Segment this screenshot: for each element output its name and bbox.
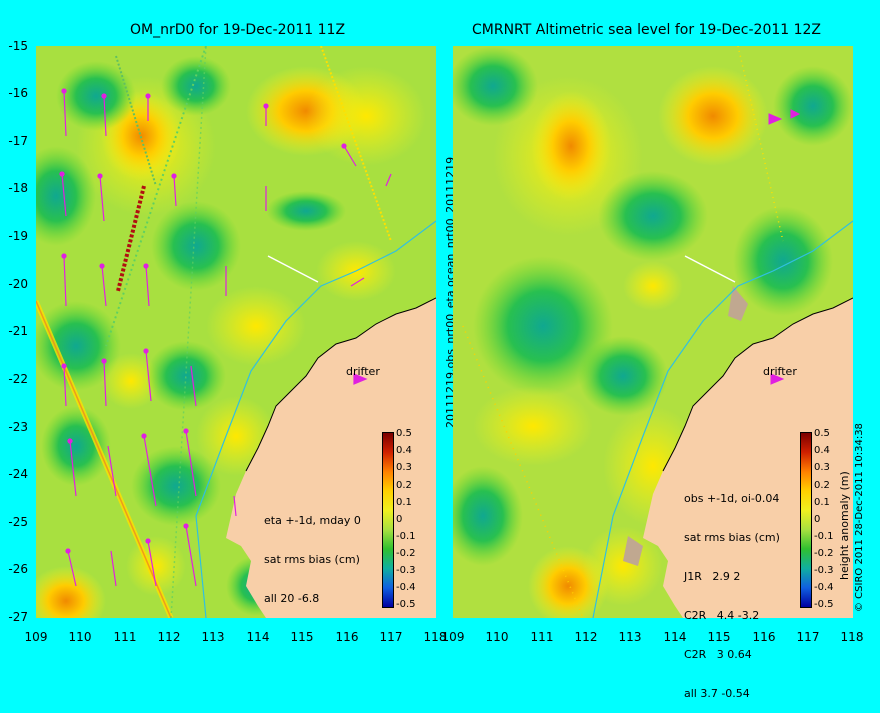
x-tick: 111 [530,630,554,644]
x-tick: 118 [840,630,864,644]
y-tick: -21 [8,324,28,338]
info-line: J1R 2.9 2 [684,570,741,583]
right-info-box: obs +-1d, oi-0.04 sat rms bias (cm) J1R … [684,466,780,713]
copyright-label: © CSIRO 2011 28-Dec-2011 10:34:38 [854,423,865,612]
cbar-tick: 0.4 [814,445,830,456]
current-arrows [768,109,801,385]
info-line: obs +-1d, oi-0.04 [684,492,780,505]
y-tick: -17 [8,134,28,148]
cbar-tick: -0.4 [396,582,416,593]
info-line: eta +-1d, mday 0 [264,514,361,527]
info-line: C2R 3 0.64 [684,648,752,661]
right-map-svg [453,46,853,618]
colorbar-gradient [800,432,812,608]
x-tick: 116 [752,630,776,644]
x-tick: 114 [663,630,687,644]
cbar-tick: 0.5 [396,428,412,439]
x-tick: 117 [796,630,820,644]
cbar-tick: 0 [814,514,821,525]
colorbar-gradient [382,432,394,608]
y-tick: -15 [8,39,28,53]
y-tick: -23 [8,420,28,434]
cbar-tick: 0.4 [396,445,412,456]
x-tick: 115 [707,630,731,644]
cbar-tick: 0.2 [396,480,412,491]
cbar-tick: 0.5 [814,428,830,439]
x-tick: 113 [201,630,225,644]
y-tick: -18 [8,181,28,195]
info-line: C2R 4.4 -3.2 [684,609,760,622]
cbar-tick: -0.5 [396,599,416,610]
info-line: sat rms bias (cm) [264,553,360,566]
cbar-tick: -0.1 [396,531,416,542]
x-tick: 110 [485,630,509,644]
right-map-panel [453,46,853,618]
cbar-tick: 0.2 [814,480,830,491]
left-map-panel [36,46,436,618]
x-tick: 117 [379,630,403,644]
left-drifter-label: drifter [346,365,380,378]
cbar-tick: -0.3 [814,565,834,576]
x-tick: 111 [113,630,137,644]
y-tick: -20 [8,277,28,291]
left-info-box: eta +-1d, mday 0 sat rms bias (cm) all 2… [264,488,361,618]
x-tick: 110 [68,630,92,644]
y-tick: -16 [8,86,28,100]
info-line: sat rms bias (cm) [684,531,780,544]
cbar-tick: -0.2 [396,548,416,559]
x-tick: 113 [618,630,642,644]
right-panel-title: CMRNRT Altimetric sea level for 19-Dec-2… [472,22,822,38]
right-drifter-label: drifter [763,365,797,378]
info-line: all 3.7 -0.54 [684,687,750,700]
y-tick: -22 [8,372,28,386]
y-tick: -26 [8,562,28,576]
cbar-tick: 0.3 [814,462,830,473]
cbar-tick: 0.1 [396,497,412,508]
x-tick: 114 [246,630,270,644]
cbar-tick: -0.5 [814,599,834,610]
y-tick: -19 [8,229,28,243]
x-tick: 109 [24,630,48,644]
cbar-tick: -0.3 [396,565,416,576]
y-tick: -27 [8,610,28,624]
cbar-tick: -0.2 [814,548,834,559]
x-tick: 112 [157,630,181,644]
x-tick: 118 [423,630,447,644]
cbar-tick: 0.3 [396,462,412,473]
x-tick: 112 [574,630,598,644]
x-tick: 109 [441,630,465,644]
cbar-tick: 0 [396,514,403,525]
colorbar-title: height anomaly (m) [838,471,851,580]
y-tick: -24 [8,467,28,481]
cbar-tick: 0.1 [814,497,830,508]
cbar-tick: -0.1 [814,531,834,542]
x-tick: 116 [335,630,359,644]
y-tick: -25 [8,515,28,529]
left-map-svg [36,46,436,618]
x-tick: 115 [290,630,314,644]
left-panel-title: OM_nrD0 for 19-Dec-2011 11Z [130,22,346,38]
info-line: all 20 -6.8 [264,592,320,605]
current-arrows [59,88,392,587]
cbar-tick: -0.4 [814,582,834,593]
